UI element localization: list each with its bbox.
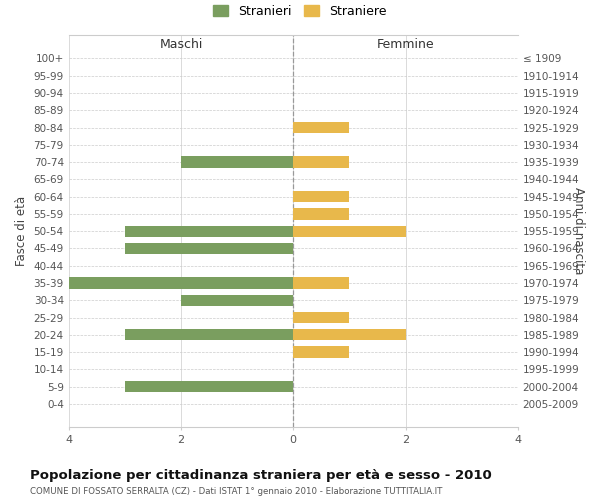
Bar [181, 156, 293, 168]
Bar [125, 243, 293, 254]
Text: Femmine: Femmine [377, 38, 434, 51]
Bar [293, 208, 349, 220]
Bar [181, 294, 293, 306]
Bar [293, 329, 406, 340]
Legend: Stranieri, Straniere: Stranieri, Straniere [209, 1, 391, 21]
Text: Popolazione per cittadinanza straniera per età e sesso - 2010: Popolazione per cittadinanza straniera p… [30, 470, 492, 482]
Bar [125, 381, 293, 392]
Y-axis label: Fasce di età: Fasce di età [15, 196, 28, 266]
Text: COMUNE DI FOSSATO SERRALTA (CZ) - Dati ISTAT 1° gennaio 2010 - Elaborazione TUTT: COMUNE DI FOSSATO SERRALTA (CZ) - Dati I… [30, 487, 442, 496]
Bar [68, 278, 293, 288]
Bar [125, 226, 293, 237]
Y-axis label: Anni di nascita: Anni di nascita [572, 188, 585, 275]
Bar [293, 346, 349, 358]
Bar [293, 312, 349, 323]
Bar [293, 191, 349, 202]
Bar [293, 156, 349, 168]
Bar [293, 226, 406, 237]
Bar [125, 329, 293, 340]
Bar [293, 122, 349, 133]
Text: Maschi: Maschi [159, 38, 203, 51]
Bar [293, 278, 349, 288]
